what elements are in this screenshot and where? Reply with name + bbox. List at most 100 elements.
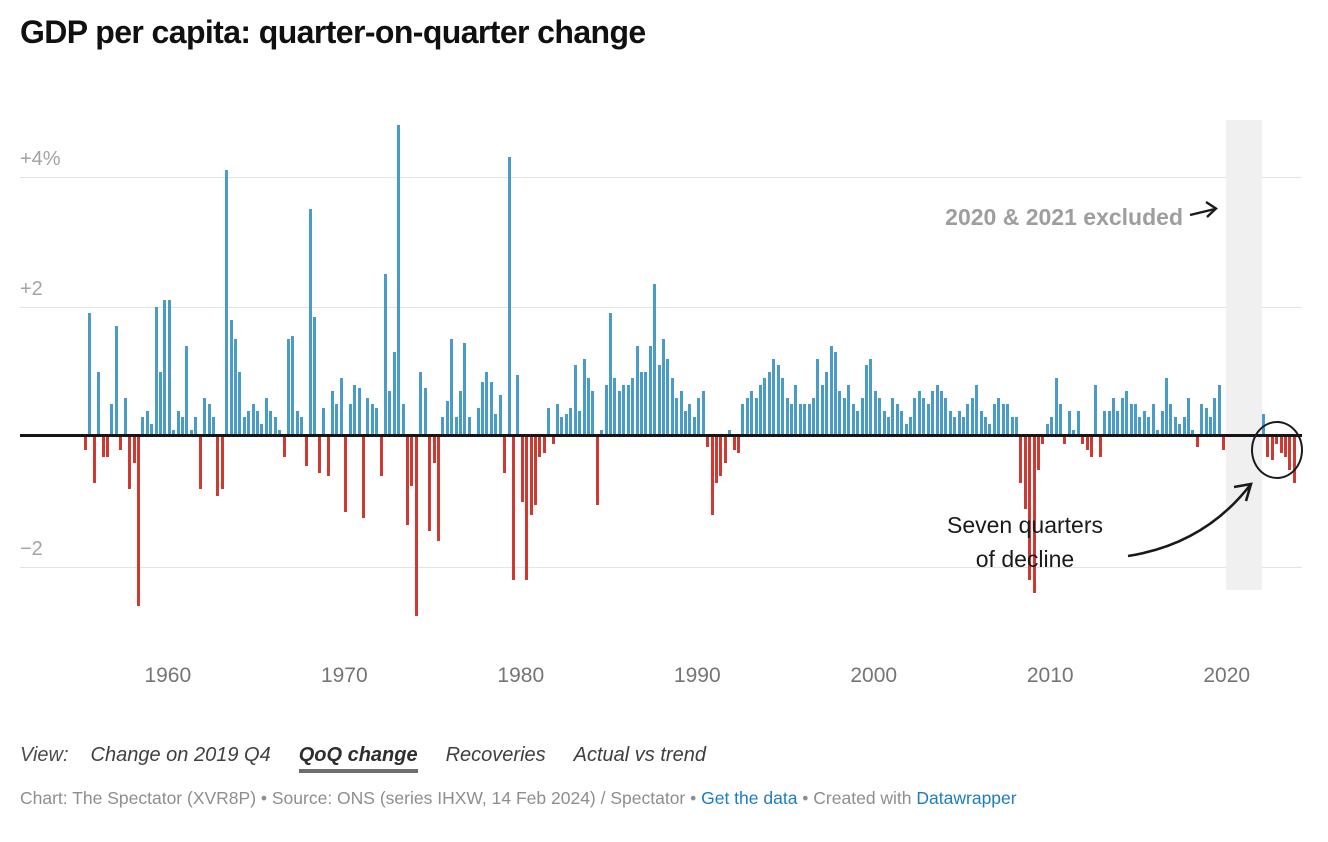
- bar: [936, 385, 939, 437]
- bar: [172, 430, 175, 437]
- y-tick-label: +4%: [20, 148, 61, 170]
- bar: [883, 411, 886, 437]
- bar: [918, 391, 921, 437]
- bar: [1196, 437, 1199, 447]
- bar: [980, 411, 983, 437]
- bar: [1077, 411, 1080, 437]
- bar: [583, 359, 586, 437]
- bar: [763, 378, 766, 437]
- bar: [159, 372, 162, 437]
- bar: [1213, 398, 1216, 437]
- bar: [605, 385, 608, 437]
- bar: [600, 430, 603, 437]
- bar: [843, 398, 846, 437]
- bar: [966, 404, 969, 437]
- bar: [900, 411, 903, 437]
- y-gridline: [20, 177, 1302, 178]
- bar: [358, 388, 361, 437]
- bar: [803, 404, 806, 437]
- bar: [490, 382, 493, 437]
- attribution-line: Chart: The Spectator (XVR8P) • Source: O…: [20, 788, 1017, 809]
- view-option-change-on-2019-q4[interactable]: Change on 2019 Q4: [90, 744, 271, 766]
- bar: [419, 372, 422, 437]
- bar: [741, 404, 744, 437]
- bar: [503, 437, 506, 473]
- bar: [759, 385, 762, 437]
- bar: [1125, 391, 1128, 437]
- bar: [684, 411, 687, 437]
- bar: [459, 391, 462, 437]
- y-gridline: [20, 567, 1302, 568]
- bar: [163, 300, 166, 437]
- bar: [424, 388, 427, 437]
- bar: [1138, 417, 1141, 437]
- x-tick-label: 1980: [497, 664, 545, 687]
- page-title: GDP per capita: quarter-on-quarter chang…: [20, 14, 646, 50]
- bar: [177, 411, 180, 437]
- bar: [327, 437, 330, 476]
- bar: [344, 437, 347, 512]
- get-the-data-link[interactable]: Get the data: [701, 788, 798, 808]
- bar: [649, 346, 652, 437]
- bar: [909, 417, 912, 437]
- x-tick-label: 1990: [673, 664, 721, 687]
- bar: [485, 372, 488, 437]
- bar: [569, 408, 572, 437]
- bar: [335, 404, 338, 437]
- bar: [393, 352, 396, 437]
- bar: [190, 430, 193, 437]
- bar: [1094, 385, 1097, 437]
- bar: [203, 398, 206, 437]
- bar: [662, 339, 665, 437]
- bar: [922, 398, 925, 437]
- bar: [680, 391, 683, 437]
- bar: [1019, 437, 1022, 483]
- bar: [521, 437, 524, 502]
- bar: [84, 437, 87, 450]
- bar: [534, 437, 537, 505]
- bar: [146, 411, 149, 437]
- bar: [97, 372, 100, 437]
- bar: [410, 437, 413, 486]
- y-tick-label: −2: [20, 538, 43, 560]
- bar: [141, 417, 144, 437]
- bar: [110, 404, 113, 437]
- bar: [530, 437, 533, 515]
- view-option-qoq-change[interactable]: QoQ change: [298, 744, 418, 773]
- bar: [781, 378, 784, 437]
- bar: [274, 417, 277, 437]
- bar: [415, 437, 418, 616]
- bar: [821, 385, 824, 437]
- bar: [450, 339, 453, 437]
- bar: [371, 404, 374, 437]
- bar: [1046, 424, 1049, 437]
- bar: [772, 359, 775, 437]
- bar: [225, 170, 228, 437]
- bar: [755, 398, 758, 437]
- bar: [300, 417, 303, 437]
- bar: [362, 437, 365, 518]
- bar: [194, 417, 197, 437]
- view-option-actual-vs-trend[interactable]: Actual vs trend: [573, 744, 706, 766]
- x-tick-label: 2010: [1026, 664, 1074, 687]
- view-option-recoveries[interactable]: Recoveries: [445, 744, 546, 766]
- bar: [428, 437, 431, 531]
- bar: [181, 417, 184, 437]
- bar: [790, 404, 793, 437]
- bar: [375, 408, 378, 437]
- bar: [865, 365, 868, 437]
- bar: [1112, 398, 1115, 437]
- bar: [547, 408, 550, 437]
- bar: [168, 300, 171, 437]
- bar: [962, 417, 965, 437]
- bar: [406, 437, 409, 525]
- bar: [746, 398, 749, 437]
- bar: [715, 437, 718, 483]
- bar: [543, 437, 546, 453]
- datawrapper-link[interactable]: Datawrapper: [916, 788, 1017, 808]
- bar: [975, 385, 978, 437]
- bar: [560, 417, 563, 437]
- bar: [613, 378, 616, 437]
- bar: [799, 404, 802, 437]
- bar: [1086, 437, 1089, 450]
